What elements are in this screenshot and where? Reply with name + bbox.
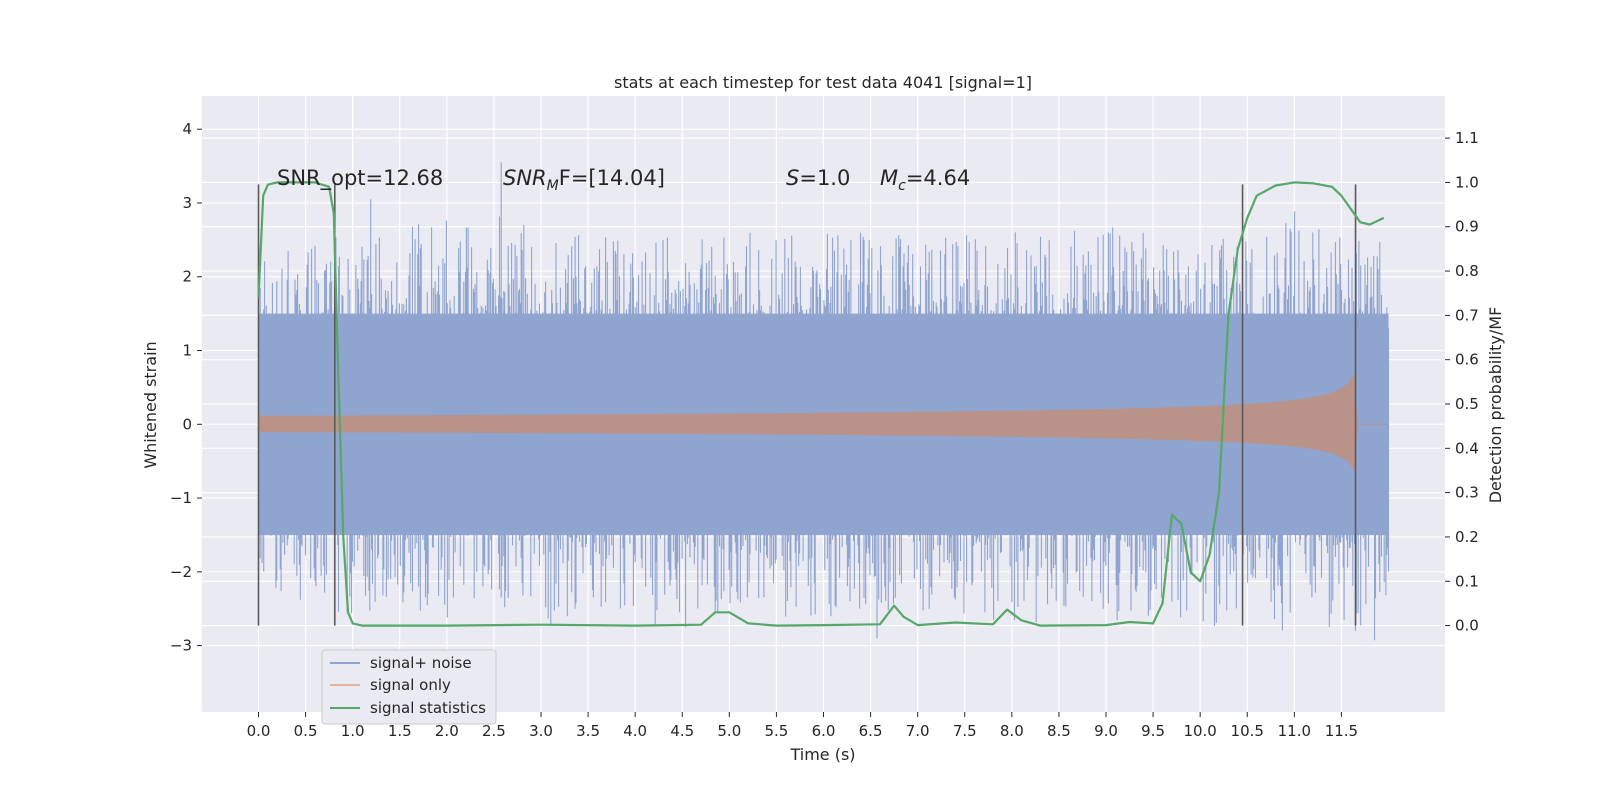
y-right-tick-label: 1.0 (1455, 173, 1479, 191)
annotation-snr-mf-symbol: SNR (503, 166, 547, 190)
x-tick-label: 3.0 (529, 722, 553, 740)
x-axis-label: Time (s) (789, 745, 855, 764)
y-right-tick-label: 1.1 (1455, 129, 1479, 147)
chart-title: stats at each timestep for test data 404… (614, 73, 1032, 92)
legend-box (321, 649, 497, 725)
x-tick-label: 2.5 (482, 722, 506, 740)
x-tick-label: 10.5 (1231, 722, 1264, 740)
annotation-mc-value: =4.64 (906, 166, 970, 190)
y-tick-label: −3 (170, 637, 192, 655)
annotation-snr-mf: SNRMF=[14.04] (503, 166, 665, 194)
annotation-s-value: =1.0 (799, 166, 850, 190)
y-axis-label-left: Whitened strain (141, 341, 160, 468)
x-tick-label: 9.5 (1141, 722, 1165, 740)
x-tick-label: 1.5 (388, 722, 412, 740)
y-tick-label: −2 (170, 563, 192, 581)
x-tick-label: 7.0 (906, 722, 930, 740)
y-axis-ticks-left: −3 −2 −1 0 1 2 3 4 (170, 120, 202, 655)
y-axis-label-right: Detection probability/MF (1486, 307, 1505, 504)
x-tick-label: 2.0 (435, 722, 459, 740)
y-right-tick-label: 0.7 (1455, 306, 1479, 324)
annotation-mc-subscript: c (898, 178, 906, 194)
y-right-tick-label: 0.1 (1455, 572, 1479, 590)
x-tick-label: 0.5 (294, 722, 318, 740)
x-tick-label: 3.5 (576, 722, 600, 740)
y-right-tick-label: 0.0 (1455, 617, 1479, 635)
annotation-s-symbol: S (786, 166, 799, 190)
y-right-tick-label: 0.8 (1455, 262, 1479, 280)
x-tick-label: 7.5 (953, 722, 977, 740)
y-right-tick-label: 0.9 (1455, 218, 1479, 236)
x-tick-label: 5.0 (717, 722, 741, 740)
y-tick-label: 3 (182, 194, 192, 212)
legend-label-noise: signal+ noise (370, 654, 472, 672)
x-tick-label: 4.0 (623, 722, 647, 740)
y-tick-label: 4 (182, 120, 192, 138)
x-tick-label: 10.0 (1183, 722, 1216, 740)
y-axis-ticks-right: 0.0 0.1 0.2 0.3 0.4 0.5 0.6 0.7 0.8 0.9 1.0 1.1 (1445, 129, 1479, 635)
annotation-mc: Mc=4.64 (880, 166, 970, 194)
legend: signal+ noise signal only signal statist… (321, 649, 497, 725)
x-tick-label: 6.0 (812, 722, 836, 740)
x-tick-label: 11.0 (1278, 722, 1311, 740)
signal-only-envelope (258, 372, 1389, 473)
annotation-snr-opt: SNR_opt=12.68 (277, 166, 443, 191)
signal-only-series (258, 372, 1389, 473)
y-right-tick-label: 0.4 (1455, 439, 1479, 457)
y-tick-label: −1 (170, 489, 192, 507)
annotation-mc-symbol: M (880, 166, 898, 190)
x-axis-ticks: 0.0 0.5 1.0 1.5 2.0 2.5 3.0 3.5 4.0 4.5 5.0 5.5 6.0 6… (247, 712, 1358, 740)
annotation-s: S=1.0 (786, 166, 850, 190)
y-right-tick-label: 0.6 (1455, 351, 1479, 369)
y-right-tick-label: 0.3 (1455, 484, 1479, 502)
y-tick-label: 0 (182, 415, 192, 433)
x-tick-label: 8.5 (1047, 722, 1071, 740)
x-tick-label: 11.5 (1325, 722, 1358, 740)
signal-statistics-series (257, 181, 1385, 627)
x-tick-label: 6.5 (859, 722, 883, 740)
x-tick-label: 8.0 (1000, 722, 1024, 740)
legend-label-signal: signal only (370, 676, 451, 694)
y-right-tick-label: 0.5 (1455, 395, 1479, 413)
x-tick-label: 0.0 (247, 722, 271, 740)
y-right-tick-label: 0.2 (1455, 528, 1479, 546)
y-tick-label: 1 (182, 342, 192, 360)
signal-statistics-line (257, 181, 1385, 627)
x-tick-label: 9.0 (1094, 722, 1118, 740)
x-tick-label: 5.5 (764, 722, 788, 740)
annotation-snr-mf-subscript: M (547, 178, 559, 194)
x-tick-label: 4.5 (670, 722, 694, 740)
annotation-snr-mf-value: F=[14.04] (559, 166, 665, 190)
y-tick-label: 2 (182, 268, 192, 286)
legend-label-stats: signal statistics (370, 699, 486, 717)
x-tick-label: 1.0 (341, 722, 365, 740)
